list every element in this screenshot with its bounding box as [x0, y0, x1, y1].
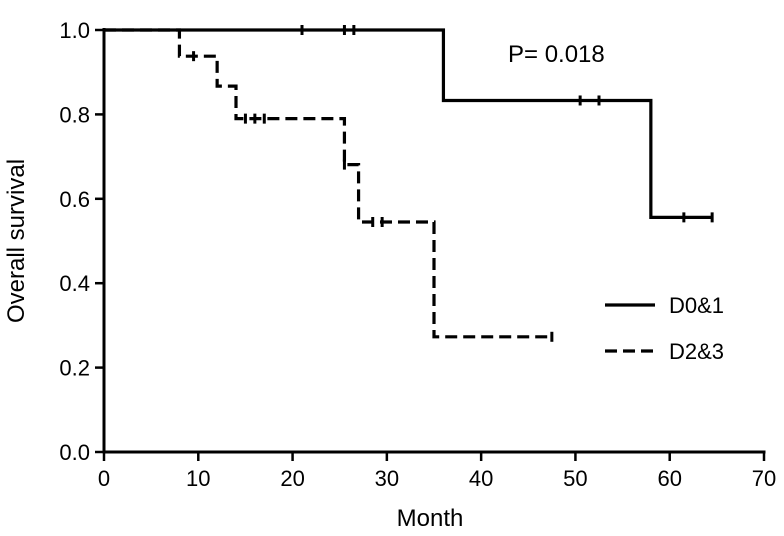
y-tick-label: 0.4	[59, 271, 90, 296]
y-tick-label: 0.2	[59, 356, 90, 381]
x-tick-label: 30	[375, 466, 399, 491]
x-tick-label: 10	[186, 466, 210, 491]
axes: 0 10 20 30 40 50 60 70 0.0 0.2 0.4 0.6 0.8 1.0	[59, 18, 776, 491]
x-tick-label: 20	[280, 466, 304, 491]
legend-label: D0&1	[669, 293, 724, 318]
y-axis-title: Overall survival	[3, 159, 30, 323]
y-tick-label: 0.8	[59, 102, 90, 127]
p-value-annotation: P= 0.018	[508, 41, 605, 68]
series-layer	[104, 25, 714, 342]
x-tick-label: 40	[469, 466, 493, 491]
x-tick-label: 0	[98, 466, 110, 491]
x-tick-label: 60	[657, 466, 681, 491]
series-line-1	[104, 28, 713, 219]
x-tick-label: 70	[752, 466, 776, 491]
y-tick-label: 1.0	[59, 18, 90, 43]
y-tick-label: 0.6	[59, 187, 90, 212]
x-axis-title: Month	[397, 505, 464, 532]
legend-label: D2&3	[669, 339, 724, 364]
x-tick-label: 50	[563, 466, 587, 491]
series-line-2	[104, 28, 552, 339]
legend: D0&1 D2&3	[605, 293, 724, 364]
y-tick-label: 0.0	[59, 440, 90, 465]
